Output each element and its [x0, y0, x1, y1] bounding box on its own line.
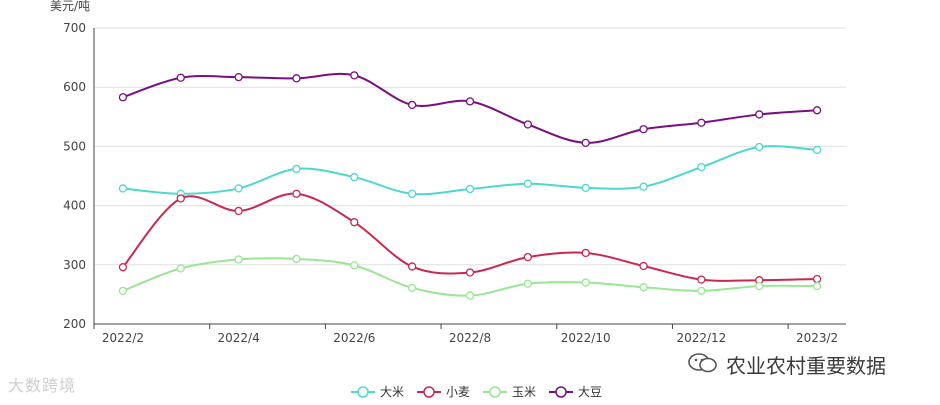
y-tick-label: 200: [63, 317, 86, 331]
data-point[interactable]: [465, 268, 475, 277]
data-point[interactable]: [118, 286, 128, 295]
data-point[interactable]: [755, 142, 764, 152]
watermark-left: 大数跨境: [8, 372, 76, 396]
data-point[interactable]: [755, 110, 764, 119]
x-tick-label: 2023/2: [796, 331, 838, 345]
legend-swatch-marker: [423, 386, 435, 398]
data-point[interactable]: [697, 118, 706, 127]
data-point[interactable]: [812, 106, 822, 115]
data-point[interactable]: [234, 72, 243, 82]
data-point[interactable]: [465, 291, 475, 300]
x-tick-label: 2022/2: [102, 331, 144, 345]
data-point[interactable]: [639, 283, 648, 292]
data-point[interactable]: [176, 73, 185, 82]
legend-label: 小麦: [446, 385, 470, 399]
y-tick-label: 300: [63, 258, 86, 272]
legend-label: 大豆: [578, 385, 602, 399]
series-玉米: [118, 254, 822, 300]
data-point[interactable]: [350, 261, 359, 270]
data-point[interactable]: [408, 189, 417, 198]
legend-swatch-marker: [357, 386, 369, 398]
series-line: [122, 192, 818, 282]
data-point[interactable]: [812, 274, 822, 284]
data-point[interactable]: [697, 275, 706, 284]
data-point[interactable]: [408, 283, 417, 293]
data-point[interactable]: [581, 248, 590, 258]
data-point[interactable]: [118, 263, 128, 272]
data-point[interactable]: [350, 218, 359, 227]
legend-label: 玉米: [512, 385, 536, 399]
legend-swatch-marker: [555, 386, 567, 398]
x-tick-label: 2022/6: [333, 331, 375, 345]
data-point[interactable]: [292, 189, 301, 198]
series-小麦: [118, 189, 822, 285]
data-point[interactable]: [350, 173, 359, 182]
data-point[interactable]: [812, 281, 822, 291]
wechat-icon: [688, 353, 717, 373]
data-point[interactable]: [292, 254, 301, 264]
data-point[interactable]: [234, 255, 243, 264]
data-point[interactable]: [812, 145, 822, 155]
data-point[interactable]: [408, 100, 417, 110]
y-tick-label: 700: [63, 21, 86, 35]
series-line: [122, 257, 818, 297]
legend-item-大豆[interactable]: 大豆: [549, 385, 602, 399]
data-point[interactable]: [697, 162, 706, 172]
data-point[interactable]: [350, 71, 359, 80]
y-axis-label: 美元/吨: [50, 0, 90, 13]
data-point[interactable]: [581, 138, 590, 147]
data-point[interactable]: [523, 179, 532, 188]
axes: 200 300 400 500 600 700 2022/2 2022/4 2022/6 2022…: [63, 21, 846, 345]
series-line: [122, 72, 818, 144]
data-point[interactable]: [581, 183, 590, 192]
legend-label: 大米: [380, 385, 404, 399]
data-point[interactable]: [523, 120, 532, 129]
data-point[interactable]: [639, 182, 648, 191]
legend-item-玉米[interactable]: 玉米: [483, 385, 536, 399]
legend-item-大米[interactable]: 大米: [351, 385, 404, 399]
data-point[interactable]: [523, 279, 532, 288]
data-point[interactable]: [408, 262, 417, 271]
data-point[interactable]: [523, 252, 532, 262]
x-tick-label: 2022/4: [218, 331, 260, 345]
y-tick-label: 500: [63, 139, 86, 153]
data-point[interactable]: [292, 164, 301, 174]
legend-swatch-marker: [489, 386, 501, 398]
series-大米: [118, 142, 822, 198]
data-point[interactable]: [176, 264, 185, 273]
x-tick-label: 2022/12: [676, 331, 726, 345]
data-point[interactable]: [176, 194, 185, 203]
data-point[interactable]: [755, 281, 764, 291]
data-point[interactable]: [697, 286, 706, 295]
watermark-right-text: 农业农村重要数据: [726, 354, 886, 378]
series-大豆: [118, 71, 822, 147]
x-tick-label: 2022/8: [449, 331, 491, 345]
x-tick-label: 2022/10: [561, 331, 611, 345]
series-group: [118, 71, 822, 300]
data-point[interactable]: [118, 93, 128, 102]
legend[interactable]: 大米 小麦 玉米 大豆: [351, 385, 602, 399]
legend-item-小麦[interactable]: 小麦: [417, 385, 470, 399]
data-point[interactable]: [639, 125, 648, 134]
y-tick-label: 600: [63, 80, 86, 94]
data-point[interactable]: [234, 184, 243, 193]
watermark-left-text: 大数跨境: [8, 376, 77, 395]
data-point[interactable]: [639, 261, 648, 271]
data-point[interactable]: [118, 184, 128, 193]
data-point[interactable]: [292, 74, 301, 83]
y-tick-label: 400: [63, 199, 86, 213]
data-point[interactable]: [465, 184, 475, 194]
data-point[interactable]: [581, 278, 590, 287]
data-point[interactable]: [234, 206, 243, 216]
grid-lines: [94, 27, 846, 266]
data-point[interactable]: [465, 97, 475, 106]
